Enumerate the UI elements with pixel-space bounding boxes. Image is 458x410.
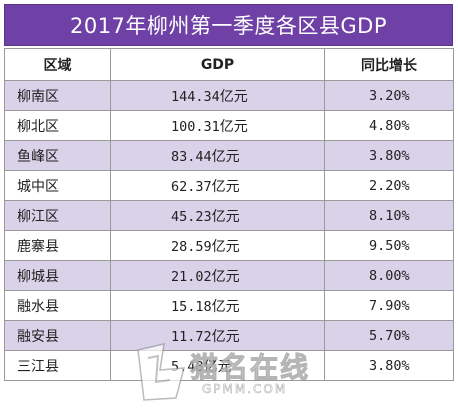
gdp-value: 83.44 [171, 148, 212, 165]
cell-growth: 4.80% [324, 110, 454, 141]
cell-region: 柳北区 [4, 110, 111, 141]
gdp-unit: 亿元 [211, 238, 240, 255]
cell-region: 柳南区 [4, 80, 111, 111]
table-row: 鱼峰区 83.44亿元 3.80% [4, 140, 454, 171]
cell-gdp: 15.18亿元 [110, 290, 325, 321]
gdp-unit: 亿元 [211, 328, 240, 345]
table-header-row: 区域 GDP 同比增长 [4, 48, 454, 81]
cell-region: 融水县 [4, 290, 111, 321]
gdp-value: 45.23 [171, 208, 212, 225]
cell-growth: 7.90% [324, 290, 454, 321]
table-row: 城中区 62.37亿元 2.20% [4, 170, 454, 201]
cell-growth: 9.50% [324, 230, 454, 261]
gdp-table: 区域 GDP 同比增长 柳南区 144.34亿元 3.20% 柳北区 100.31亿元 4… [4, 48, 454, 381]
cell-growth: 3.80% [324, 350, 454, 381]
table-row: 三江县 5.48亿元 3.80% [4, 350, 454, 381]
gdp-unit: 亿元 [211, 208, 240, 225]
cell-gdp: 21.02亿元 [110, 260, 325, 291]
gdp-unit: 亿元 [211, 178, 240, 195]
cell-gdp: 144.34亿元 [110, 80, 325, 111]
gdp-value: 21.02 [171, 268, 212, 285]
cell-growth: 8.00% [324, 260, 454, 291]
watermark-subtext: GPMM.COM [202, 382, 288, 397]
column-header-growth: 同比增长 [324, 48, 454, 81]
cell-growth: 8.10% [324, 200, 454, 231]
cell-region: 柳城县 [4, 260, 111, 291]
cell-gdp: 45.23亿元 [110, 200, 325, 231]
page-title: 2017年柳州第一季度各区县GDP [4, 4, 453, 46]
cell-gdp: 100.31亿元 [110, 110, 325, 141]
gdp-unit: 亿元 [211, 268, 240, 285]
gdp-unit: 亿元 [211, 148, 240, 165]
gdp-value: 15.18 [171, 298, 212, 315]
table-row: 柳城县 21.02亿元 8.00% [4, 260, 454, 291]
cell-growth: 3.20% [324, 80, 454, 111]
gdp-unit: 亿元 [211, 298, 240, 315]
gdp-value: 11.72 [171, 328, 212, 345]
gdp-unit: 亿元 [219, 88, 248, 105]
gdp-value: 62.37 [171, 178, 212, 195]
gdp-value: 144.34 [171, 88, 220, 105]
cell-gdp: 28.59亿元 [110, 230, 325, 261]
table-row: 融水县 15.18亿元 7.90% [4, 290, 454, 321]
column-header-region: 区域 [4, 48, 111, 81]
cell-growth: 5.70% [324, 320, 454, 351]
cell-gdp: 83.44亿元 [110, 140, 325, 171]
cell-region: 鱼峰区 [4, 140, 111, 171]
cell-gdp: 62.37亿元 [110, 170, 325, 201]
table-row: 柳北区 100.31亿元 4.80% [4, 110, 454, 141]
gdp-value: 28.59 [171, 238, 212, 255]
cell-region: 三江县 [4, 350, 111, 381]
cell-region: 柳江区 [4, 200, 111, 231]
column-header-gdp: GDP [110, 48, 325, 81]
cell-growth: 2.20% [324, 170, 454, 201]
table-row: 鹿寨县 28.59亿元 9.50% [4, 230, 454, 261]
gdp-value: 5.48 [171, 358, 204, 375]
cell-gdp: 11.72亿元 [110, 320, 325, 351]
gdp-value: 100.31 [171, 118, 220, 135]
gdp-unit: 亿元 [219, 118, 248, 135]
table-row: 融安县 11.72亿元 5.70% [4, 320, 454, 351]
cell-region: 融安县 [4, 320, 111, 351]
cell-growth: 3.80% [324, 140, 454, 171]
cell-gdp: 5.48亿元 [110, 350, 325, 381]
cell-region: 城中区 [4, 170, 111, 201]
table-row: 柳江区 45.23亿元 8.10% [4, 200, 454, 231]
gdp-unit: 亿元 [203, 358, 232, 375]
cell-region: 鹿寨县 [4, 230, 111, 261]
table-row: 柳南区 144.34亿元 3.20% [4, 80, 454, 111]
